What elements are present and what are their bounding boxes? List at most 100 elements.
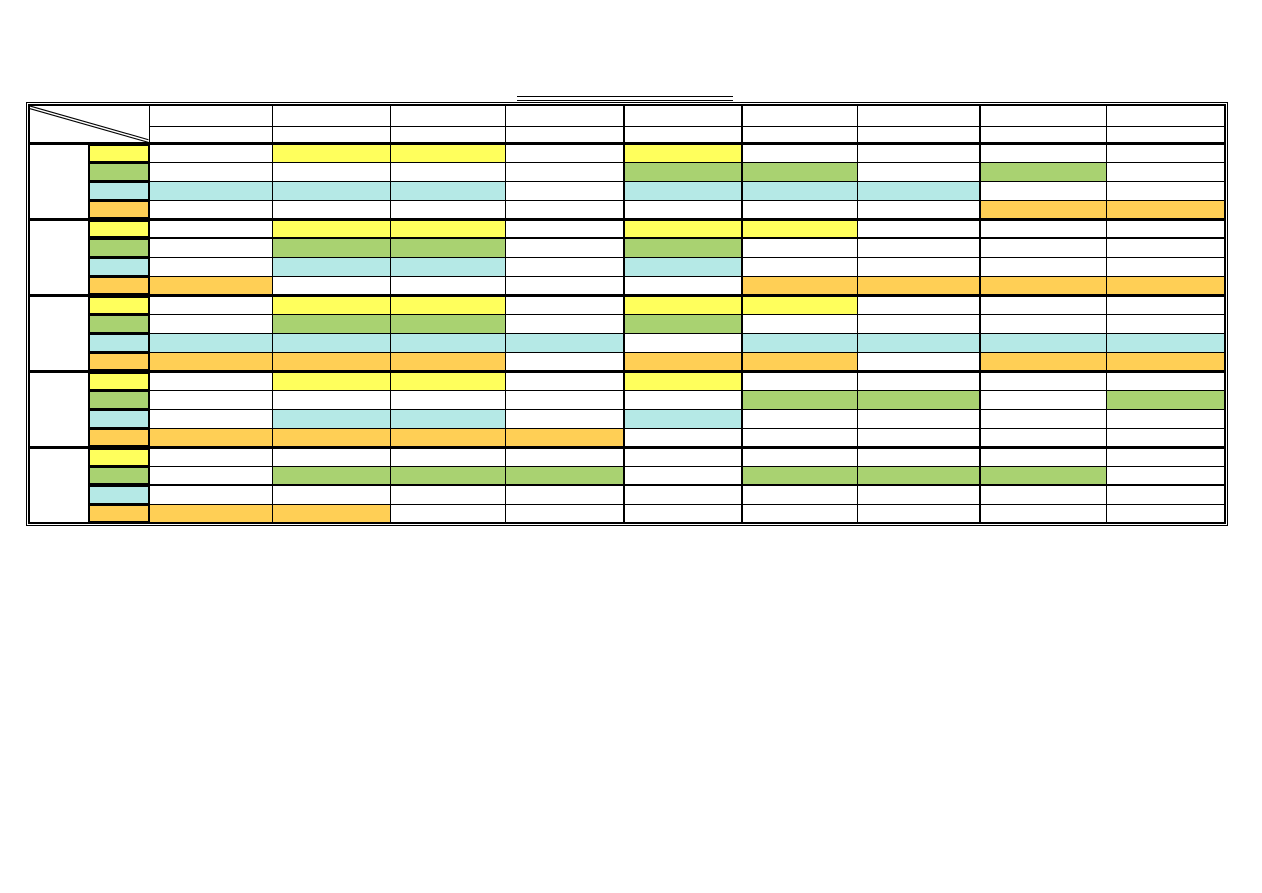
bar-cell-cyan — [271, 332, 391, 353]
group-label-cell — [28, 369, 89, 448]
bar-cell-cyan — [148, 332, 273, 353]
grid-cell — [856, 408, 981, 429]
bar-cell-orange — [1105, 199, 1226, 220]
grid-cell — [1105, 293, 1226, 315]
grid-cell — [389, 275, 506, 296]
grid-cell — [979, 180, 1107, 201]
data-row-green — [29, 161, 1226, 182]
grid-cell — [148, 237, 273, 258]
grid-cell — [856, 427, 981, 448]
bar-cell-cyan — [741, 332, 858, 353]
bar-cell-yellow — [271, 141, 391, 163]
grid-cell — [856, 503, 981, 524]
bar-cell-yellow — [389, 217, 506, 239]
grid-cell — [979, 237, 1107, 258]
column-header-cell — [623, 104, 743, 127]
bar-cell-green — [741, 465, 858, 486]
grid-cell — [1105, 408, 1226, 429]
grid-cell — [979, 484, 1107, 505]
bar-cell-orange — [148, 351, 273, 372]
bar-cell-orange — [271, 503, 391, 524]
bar-cell-cyan — [271, 408, 391, 429]
grid-cell — [504, 369, 625, 391]
row-color-label-cell-yellow — [87, 369, 150, 391]
data-row-orange — [29, 351, 1226, 372]
data-row-orange — [29, 199, 1226, 220]
grid-cell — [979, 408, 1107, 429]
bar-cell-green — [389, 465, 506, 486]
bar-cell-yellow — [623, 293, 743, 315]
grid-cell — [856, 484, 981, 505]
grid-cell — [271, 445, 391, 467]
data-row-orange — [29, 503, 1226, 524]
row-color-label-cell-orange — [87, 503, 150, 524]
bar-cell-green — [741, 161, 858, 182]
grid-cell — [389, 161, 506, 182]
data-row-cyan — [29, 408, 1226, 429]
bar-cell-orange — [979, 275, 1107, 296]
grid-cell — [504, 389, 625, 410]
grid-cell — [979, 427, 1107, 448]
grid-cell — [504, 199, 625, 220]
bar-cell-green — [979, 465, 1107, 486]
grid-cell — [979, 445, 1107, 467]
row-color-label-cell-green — [87, 161, 150, 182]
column-header-cell — [389, 104, 506, 127]
grid-cell — [504, 237, 625, 258]
row-color-label-cell-yellow — [87, 293, 150, 315]
column-header-cell — [148, 104, 273, 127]
data-row-green — [29, 313, 1226, 334]
grid-cell — [1105, 445, 1226, 467]
grid-cell — [741, 313, 858, 334]
grid-cell — [148, 389, 273, 410]
column-header-cell — [504, 104, 625, 127]
column-header-cell — [1105, 104, 1226, 127]
grid-cell — [1105, 484, 1226, 505]
grid-cell — [856, 369, 981, 391]
schedule-grid — [28, 104, 1226, 524]
bar-cell-cyan — [979, 332, 1107, 353]
column-header-cell — [504, 125, 625, 144]
column-header-cell — [856, 125, 981, 144]
grid-cell — [1105, 217, 1226, 239]
bar-cell-orange — [504, 427, 625, 448]
grid-cell — [389, 199, 506, 220]
grid-cell — [741, 256, 858, 277]
grid-cell — [856, 237, 981, 258]
grid-cell — [856, 217, 981, 239]
column-header-cell — [623, 125, 743, 144]
data-row-orange — [29, 275, 1226, 296]
bar-cell-orange — [148, 503, 273, 524]
grid-cell — [271, 161, 391, 182]
grid-cell — [856, 313, 981, 334]
grid-cell — [1105, 141, 1226, 163]
grid-cell — [148, 445, 273, 467]
bar-cell-green — [271, 237, 391, 258]
grid-cell — [389, 445, 506, 467]
column-header-cell — [148, 125, 273, 144]
grid-cell — [741, 369, 858, 391]
grid-cell — [856, 293, 981, 315]
bar-cell-orange — [741, 275, 858, 296]
bar-cell-green — [856, 465, 981, 486]
bar-cell-cyan — [623, 180, 743, 201]
bar-cell-green — [271, 313, 391, 334]
grid-cell — [856, 351, 981, 372]
grid-cell — [741, 427, 858, 448]
grid-cell — [1105, 313, 1226, 334]
data-row-yellow — [28, 369, 1226, 448]
bar-cell-cyan — [389, 408, 506, 429]
column-header-cell — [1105, 125, 1226, 144]
bar-cell-cyan — [856, 180, 981, 201]
grid-cell — [623, 465, 743, 486]
grid-cell — [504, 217, 625, 239]
bar-cell-orange — [741, 351, 858, 372]
grid-cell — [623, 445, 743, 467]
column-header-cell — [389, 125, 506, 144]
data-row-green — [29, 389, 1226, 410]
grid-cell — [623, 275, 743, 296]
bar-cell-yellow — [741, 293, 858, 315]
grid-cell — [148, 199, 273, 220]
bar-cell-green — [623, 313, 743, 334]
bar-cell-green — [504, 465, 625, 486]
